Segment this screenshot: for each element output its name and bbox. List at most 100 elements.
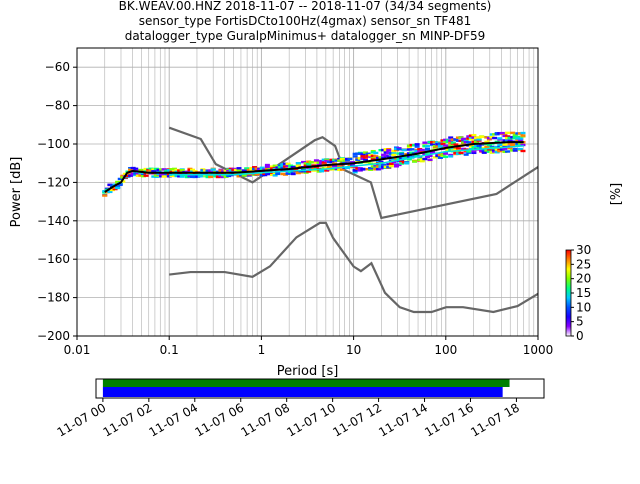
psd-density-cell bbox=[360, 157, 366, 160]
psd-density-cell bbox=[143, 167, 149, 171]
psd-density-cell bbox=[445, 144, 451, 148]
psd-density-cell bbox=[140, 173, 146, 177]
psd-density-cell bbox=[471, 136, 477, 139]
psd-density-cell bbox=[159, 173, 165, 176]
psd-density-cell bbox=[440, 153, 446, 157]
psd-density-cell bbox=[282, 173, 288, 176]
psd-density-cell bbox=[520, 134, 526, 137]
psd-density-cell bbox=[205, 169, 211, 173]
psd-density-cell bbox=[174, 168, 180, 172]
psd-density-cell bbox=[391, 157, 397, 161]
psd-density-cell bbox=[306, 170, 312, 173]
psd-density-cell bbox=[489, 133, 495, 136]
chart-title-line3: datalogger_type GuralpMinimus+ datalogge… bbox=[125, 29, 486, 43]
psd-density-cell bbox=[254, 173, 260, 176]
psd-density-cell bbox=[396, 148, 402, 151]
psd-density-cell bbox=[494, 147, 500, 151]
psd-density-cell bbox=[342, 158, 348, 161]
psd-density-cell bbox=[368, 166, 374, 170]
psd-density-cell bbox=[202, 169, 208, 172]
psd-density-cell bbox=[190, 168, 196, 172]
psd-density-cell bbox=[486, 136, 492, 140]
psd-density-cell bbox=[437, 156, 443, 159]
psd-density-cell bbox=[517, 137, 523, 140]
psd-density-cell bbox=[515, 139, 521, 143]
psd-density-cell bbox=[497, 132, 503, 135]
psd-density-cell bbox=[125, 174, 131, 178]
psd-density-cell bbox=[355, 158, 361, 161]
psd-density-cell bbox=[159, 175, 165, 178]
psd-density-cell bbox=[285, 172, 291, 175]
psd-density-cell bbox=[512, 133, 518, 136]
psd-density-cell bbox=[236, 167, 242, 170]
psd-density-cell bbox=[303, 170, 309, 173]
psd-density-cell bbox=[435, 154, 441, 158]
psd-density-cell bbox=[414, 145, 420, 148]
psd-density-cell bbox=[510, 149, 516, 152]
psd-density-cell bbox=[244, 169, 250, 172]
psd-density-cell bbox=[169, 174, 175, 178]
psd-density-cell bbox=[138, 168, 144, 172]
psd-density-cell bbox=[468, 145, 474, 148]
psd-density-cell bbox=[280, 166, 286, 170]
psd-density-cell bbox=[499, 143, 505, 146]
psd-density-cell bbox=[316, 170, 322, 173]
psd-density-cell bbox=[401, 161, 407, 164]
psd-density-cell bbox=[342, 166, 348, 170]
colorbar-tick-label: 20 bbox=[576, 272, 591, 286]
psd-density-cell bbox=[520, 143, 526, 147]
psd-density-cell bbox=[135, 174, 141, 177]
psd-density-cell bbox=[401, 148, 407, 152]
psd-density-cell bbox=[277, 164, 283, 167]
colorbar-tick-label: 5 bbox=[576, 315, 584, 329]
psd-density-cell bbox=[205, 175, 211, 179]
psd-density-cell bbox=[406, 145, 412, 149]
colorbar-swatch bbox=[565, 249, 572, 337]
psd-density-cell bbox=[450, 147, 456, 150]
psd-density-cell bbox=[443, 140, 449, 143]
psd-density-cell bbox=[502, 145, 508, 148]
psd-density-cell bbox=[365, 167, 371, 171]
psd-density-cell bbox=[342, 159, 348, 162]
plot-frame bbox=[76, 47, 539, 337]
psd-density-cell bbox=[226, 169, 232, 173]
timeline-segments-bar bbox=[102, 387, 503, 397]
psd-density-cell bbox=[419, 148, 425, 152]
psd-density-cell bbox=[171, 167, 177, 171]
psd-density-cell bbox=[357, 169, 363, 172]
psd-density-cell bbox=[494, 145, 500, 149]
psd-density-cell bbox=[461, 137, 467, 141]
psd-density-cell bbox=[306, 160, 312, 163]
y-tick-label: −80 bbox=[45, 99, 70, 113]
psd-density-cell bbox=[481, 146, 487, 150]
psd-density-cell bbox=[337, 157, 343, 161]
psd-density-cell bbox=[138, 172, 144, 176]
psd-density-cell bbox=[362, 156, 368, 159]
psd-density-cell bbox=[414, 143, 420, 146]
psd-density-cell bbox=[290, 168, 296, 172]
psd-density-cell bbox=[479, 135, 485, 139]
psd-density-cell bbox=[352, 171, 358, 174]
psd-density-cell bbox=[466, 150, 472, 153]
psd-density-cell bbox=[324, 166, 330, 170]
psd-density-cell bbox=[352, 169, 358, 172]
psd-density-cell bbox=[259, 174, 265, 177]
psd-density-cell bbox=[373, 168, 379, 171]
psd-density-cell bbox=[226, 168, 232, 171]
psd-density-cell bbox=[210, 168, 216, 171]
psd-density-cell bbox=[455, 139, 461, 142]
psd-density-cell bbox=[443, 152, 449, 155]
y-tick-label: −140 bbox=[37, 214, 70, 228]
psd-density-cell bbox=[378, 156, 384, 159]
timeline-tick-label: 11-07 02 bbox=[101, 400, 155, 439]
psd-density-cell bbox=[179, 175, 185, 178]
noise-model-nlnm bbox=[169, 221, 539, 314]
psd-density-cell bbox=[280, 164, 286, 167]
psd-density-cell bbox=[360, 167, 366, 171]
psd-density-cell bbox=[257, 172, 263, 176]
psd-density-cell bbox=[174, 174, 180, 178]
psd-density-cell bbox=[468, 134, 474, 137]
psd-density-cell bbox=[388, 152, 394, 155]
